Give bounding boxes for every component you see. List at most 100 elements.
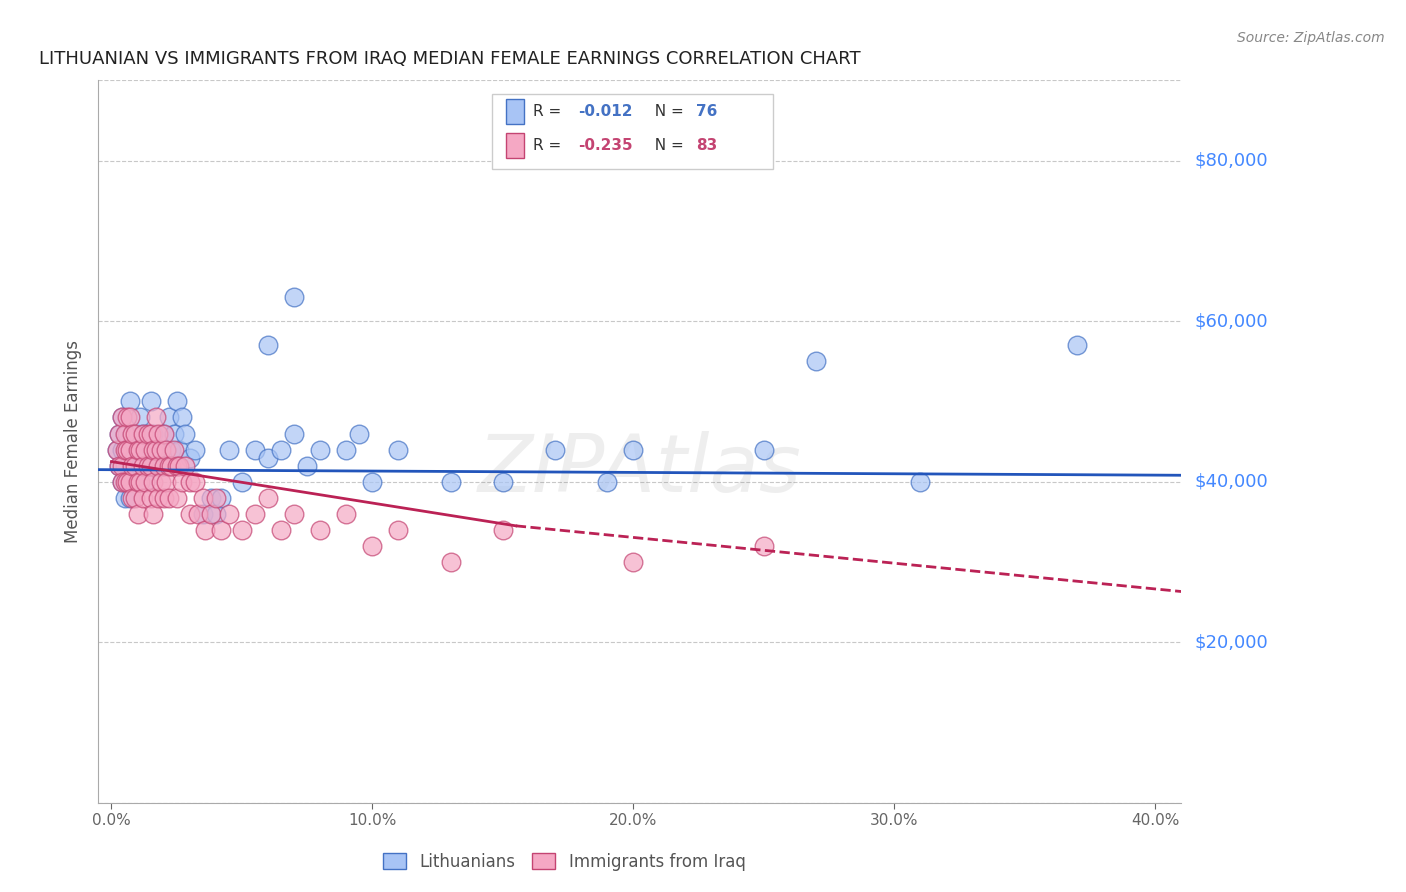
- Point: [200, 507, 222, 521]
- Point: [152, 458, 174, 473]
- Point: [191, 507, 214, 521]
- Point: [105, 442, 128, 457]
- Y-axis label: Median Female Earnings: Median Female Earnings: [65, 340, 83, 543]
- Point: [283, 507, 305, 521]
- Text: $80,000: $80,000: [1195, 152, 1268, 169]
- Point: [163, 426, 186, 441]
- Text: N =: N =: [645, 138, 689, 153]
- Point: [108, 458, 131, 473]
- Point: [157, 410, 180, 425]
- Point: [170, 410, 193, 425]
- Point: [121, 458, 143, 473]
- Point: [349, 426, 371, 441]
- Point: [155, 442, 177, 457]
- Point: [148, 491, 170, 505]
- Point: [127, 475, 149, 489]
- Point: [148, 450, 170, 465]
- Point: [295, 458, 318, 473]
- Point: [139, 426, 162, 441]
- Point: [145, 442, 167, 457]
- Point: [191, 491, 214, 505]
- Point: [132, 458, 155, 473]
- Point: [114, 491, 136, 505]
- Point: [115, 410, 138, 425]
- Point: [152, 491, 174, 505]
- Point: [115, 475, 138, 489]
- Point: [111, 475, 134, 489]
- Point: [173, 426, 195, 441]
- Point: [142, 426, 165, 441]
- Point: [118, 394, 141, 409]
- Point: [142, 475, 165, 489]
- Point: [179, 475, 201, 489]
- Point: [166, 394, 188, 409]
- Point: [179, 450, 201, 465]
- Point: [139, 442, 162, 457]
- Point: [752, 442, 775, 457]
- Point: [621, 442, 644, 457]
- Point: [127, 507, 149, 521]
- Text: LITHUANIAN VS IMMIGRANTS FROM IRAQ MEDIAN FEMALE EARNINGS CORRELATION CHART: LITHUANIAN VS IMMIGRANTS FROM IRAQ MEDIA…: [39, 50, 860, 68]
- Point: [115, 442, 138, 457]
- Point: [129, 442, 152, 457]
- Point: [163, 442, 186, 457]
- Point: [173, 458, 195, 473]
- Legend: Lithuanians, Immigrants from Iraq: Lithuanians, Immigrants from Iraq: [375, 847, 752, 878]
- Point: [231, 475, 253, 489]
- Point: [136, 458, 159, 473]
- Point: [152, 426, 174, 441]
- Point: [309, 442, 332, 457]
- Point: [257, 491, 280, 505]
- Point: [142, 458, 165, 473]
- Point: [166, 458, 188, 473]
- Point: [387, 523, 409, 537]
- Point: [115, 442, 138, 457]
- Text: 83: 83: [696, 138, 717, 153]
- Point: [243, 442, 266, 457]
- Point: [121, 491, 143, 505]
- Point: [134, 442, 156, 457]
- Point: [169, 442, 191, 457]
- Point: [108, 426, 131, 441]
- Point: [283, 426, 305, 441]
- Point: [139, 491, 162, 505]
- Point: [596, 475, 619, 489]
- Point: [184, 442, 207, 457]
- Point: [335, 507, 357, 521]
- Point: [127, 442, 149, 457]
- Point: [361, 475, 384, 489]
- Point: [270, 442, 292, 457]
- Point: [111, 410, 134, 425]
- Point: [136, 426, 159, 441]
- Point: [1066, 338, 1088, 352]
- Point: [170, 475, 193, 489]
- Text: N =: N =: [645, 104, 689, 119]
- Point: [129, 410, 152, 425]
- Point: [121, 442, 143, 457]
- Point: [134, 442, 156, 457]
- Point: [127, 426, 149, 441]
- Text: $60,000: $60,000: [1195, 312, 1268, 330]
- Point: [134, 475, 156, 489]
- Point: [160, 458, 183, 473]
- Point: [134, 475, 156, 489]
- Point: [145, 410, 167, 425]
- Text: $20,000: $20,000: [1195, 633, 1268, 651]
- Point: [136, 426, 159, 441]
- Point: [121, 426, 143, 441]
- Point: [187, 507, 209, 521]
- Text: 76: 76: [696, 104, 717, 119]
- Point: [129, 475, 152, 489]
- Text: $40,000: $40,000: [1195, 473, 1268, 491]
- Point: [148, 426, 170, 441]
- Point: [439, 475, 461, 489]
- Point: [132, 450, 155, 465]
- Point: [118, 442, 141, 457]
- Text: R =: R =: [533, 138, 567, 153]
- Point: [105, 442, 128, 457]
- Point: [114, 442, 136, 457]
- Point: [621, 555, 644, 569]
- Point: [204, 507, 226, 521]
- Point: [142, 442, 165, 457]
- Point: [155, 442, 177, 457]
